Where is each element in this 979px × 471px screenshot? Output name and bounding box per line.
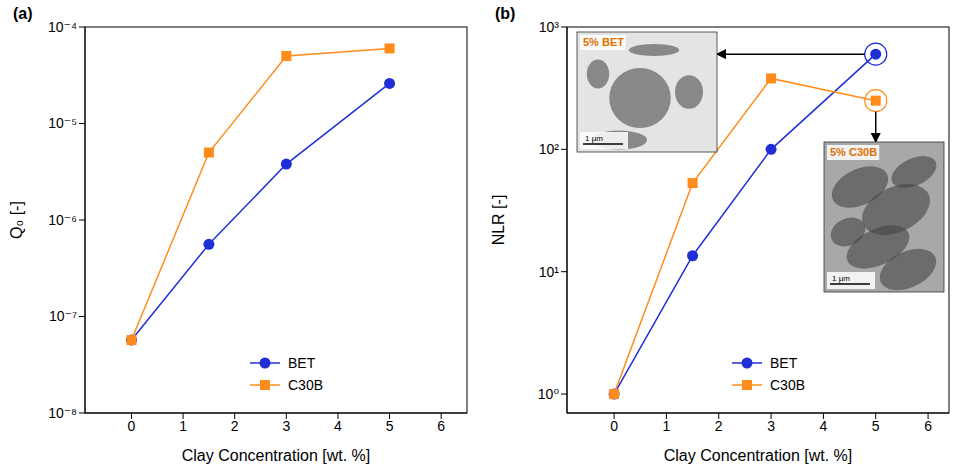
svg-text:2: 2 xyxy=(715,418,723,434)
svg-text:10⁻⁷: 10⁻⁷ xyxy=(49,308,77,324)
svg-text:1: 1 xyxy=(179,418,187,434)
svg-text:10⁰: 10⁰ xyxy=(538,386,560,402)
svg-text:0: 0 xyxy=(610,418,618,434)
svg-text:5% BET: 5% BET xyxy=(583,36,624,48)
svg-text:Clay Concentration [wt. %]: Clay Concentration [wt. %] xyxy=(182,447,371,464)
svg-text:6: 6 xyxy=(437,418,445,434)
svg-text:10⁻⁶: 10⁻⁶ xyxy=(48,212,77,228)
svg-text:BET: BET xyxy=(770,355,798,371)
svg-text:(b): (b) xyxy=(495,5,515,22)
svg-text:10¹: 10¹ xyxy=(539,264,560,280)
svg-text:10⁻⁵: 10⁻⁵ xyxy=(48,115,77,131)
svg-text:10⁻⁴: 10⁻⁴ xyxy=(48,19,77,35)
svg-text:10³: 10³ xyxy=(539,19,560,35)
svg-text:C30B: C30B xyxy=(288,377,323,393)
svg-text:5: 5 xyxy=(386,418,394,434)
svg-text:3: 3 xyxy=(767,418,775,434)
svg-text:BET: BET xyxy=(288,355,316,371)
svg-text:6: 6 xyxy=(924,418,932,434)
svg-text:10⁻⁸: 10⁻⁸ xyxy=(48,405,77,421)
svg-text:1 µm: 1 µm xyxy=(832,274,850,283)
svg-text:(a): (a) xyxy=(13,5,33,22)
svg-text:Q₀ [-]: Q₀ [-] xyxy=(8,201,25,239)
svg-text:3: 3 xyxy=(282,418,290,434)
svg-text:4: 4 xyxy=(334,418,342,434)
svg-text:10²: 10² xyxy=(539,141,560,157)
svg-text:1: 1 xyxy=(663,418,671,434)
svg-text:1 µm: 1 µm xyxy=(585,134,603,143)
svg-text:0: 0 xyxy=(128,418,136,434)
svg-text:Clay Concentration [wt. %]: Clay Concentration [wt. %] xyxy=(664,447,853,464)
svg-text:5: 5 xyxy=(872,418,880,434)
svg-text:2: 2 xyxy=(231,418,239,434)
svg-text:4: 4 xyxy=(820,418,828,434)
svg-text:5% C30B: 5% C30B xyxy=(830,146,877,158)
svg-text:NLR [-]: NLR [-] xyxy=(490,195,507,246)
svg-text:C30B: C30B xyxy=(770,377,805,393)
